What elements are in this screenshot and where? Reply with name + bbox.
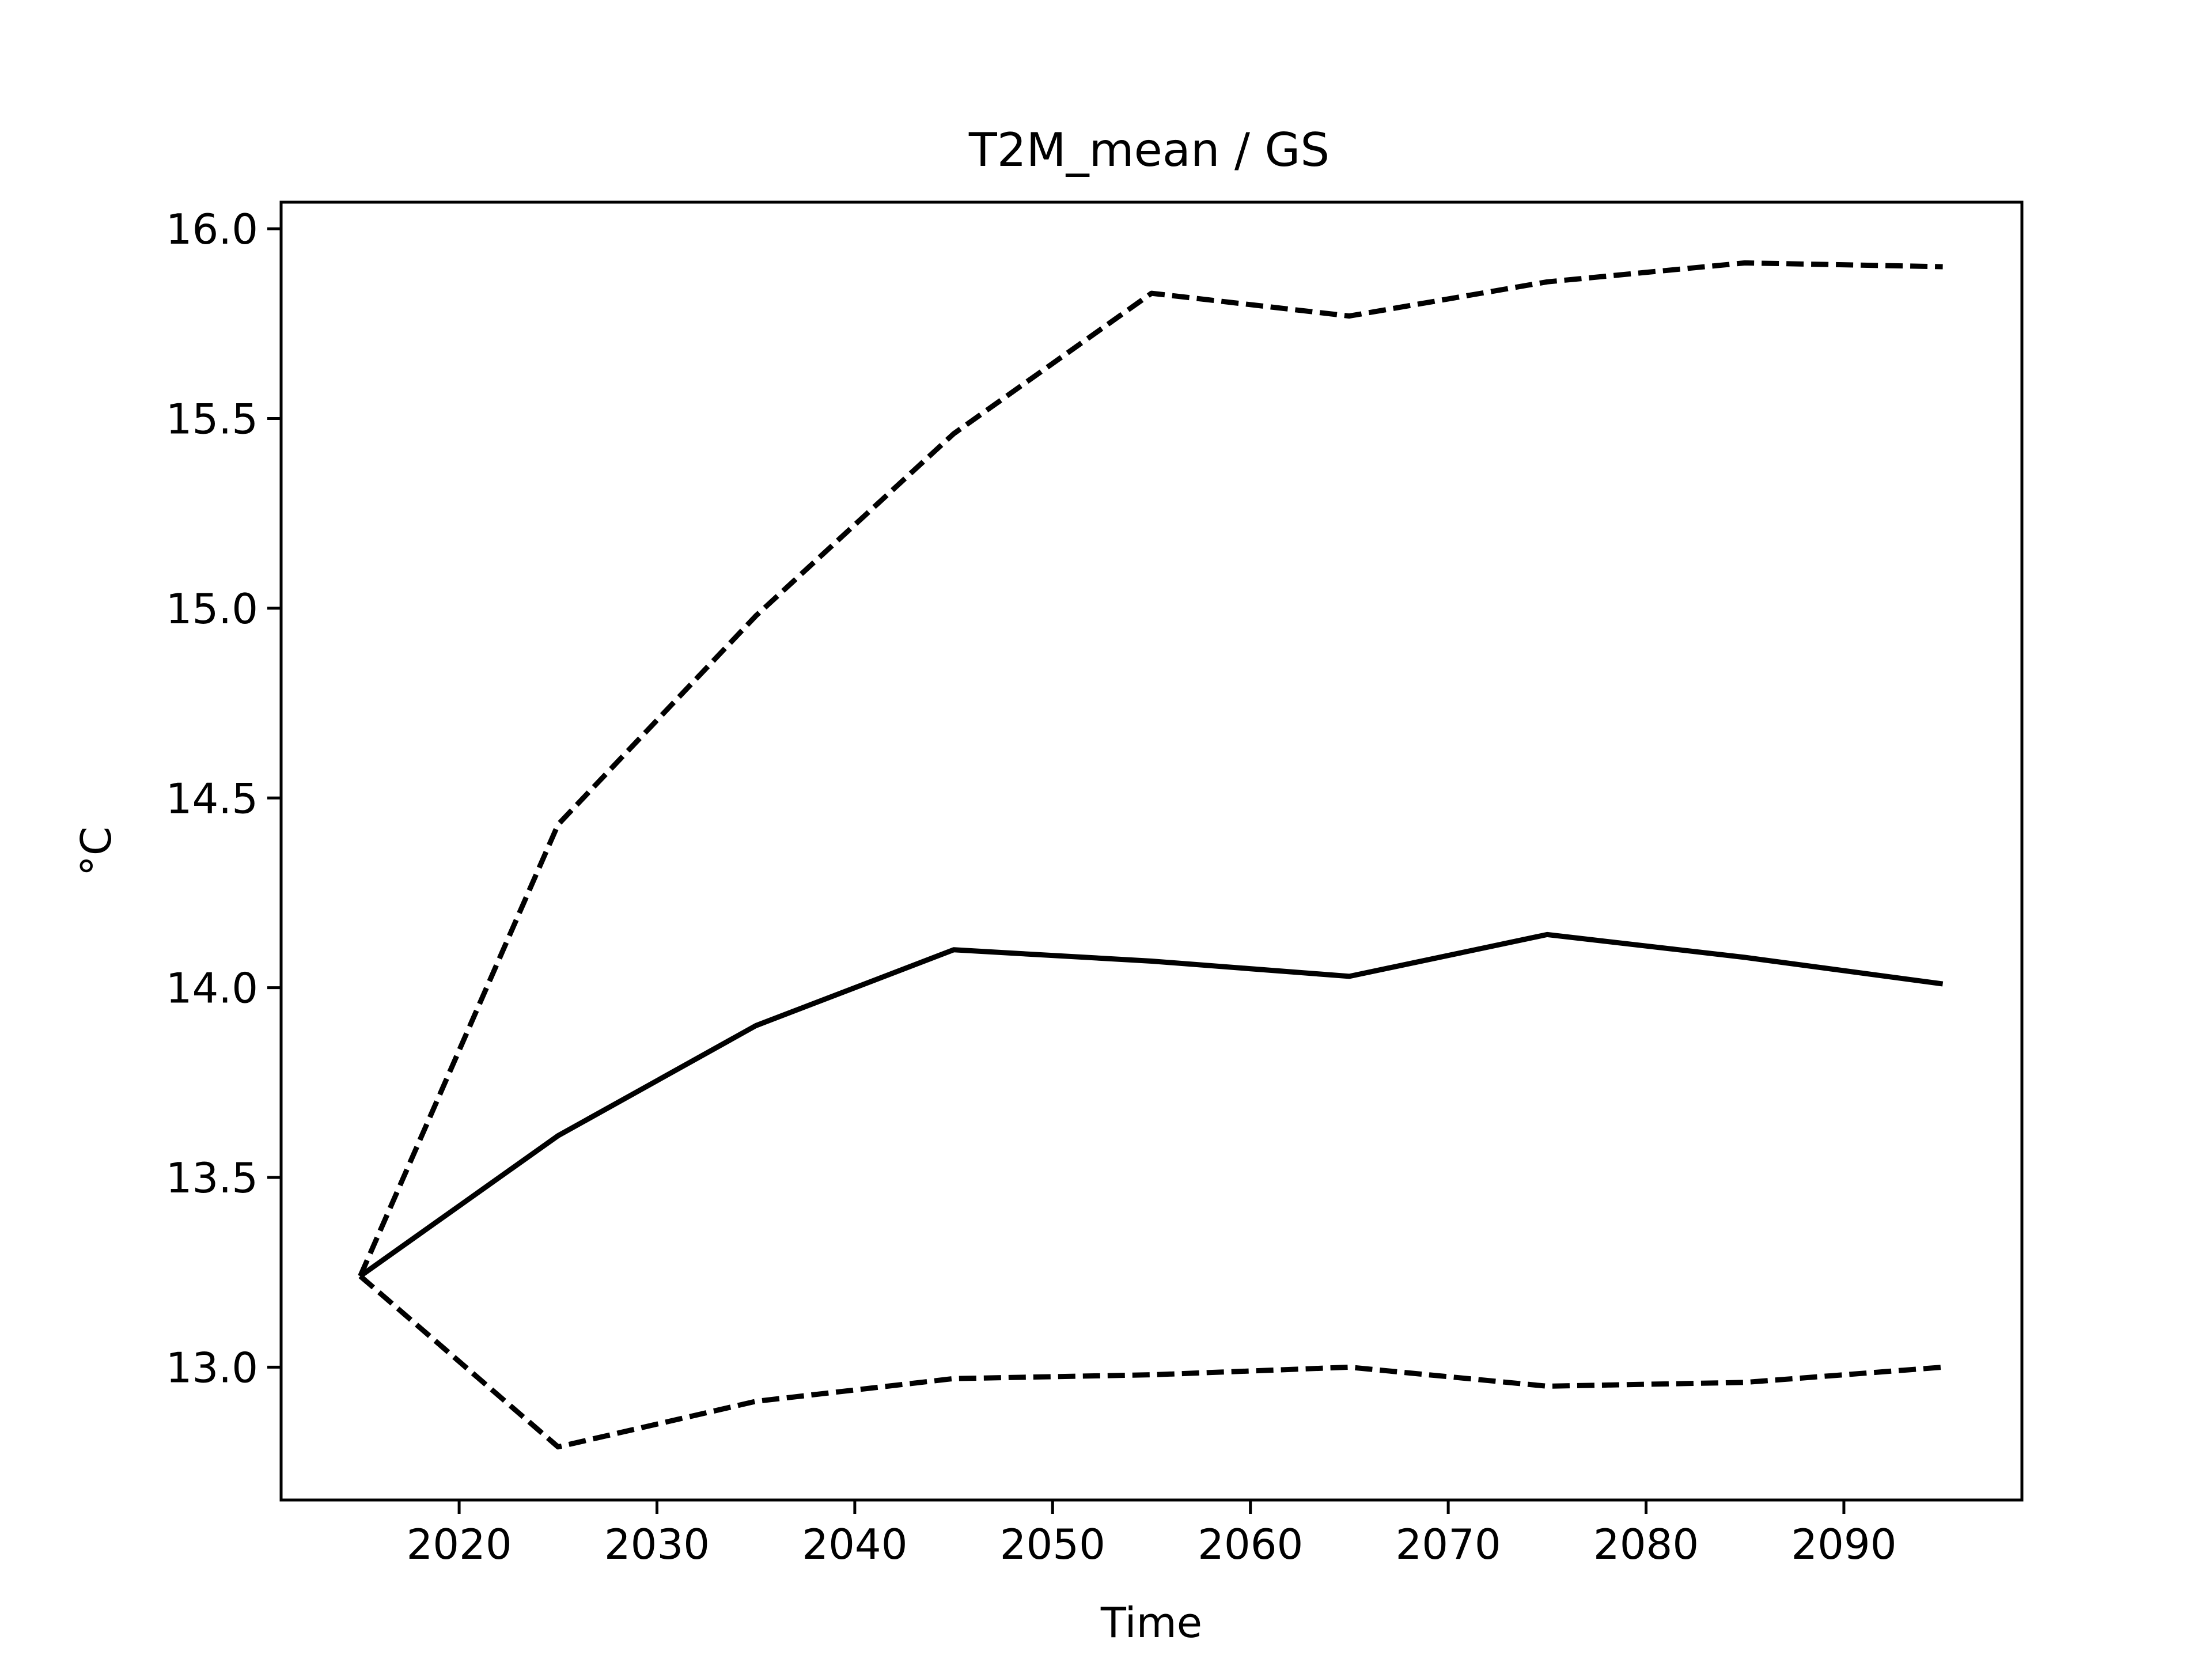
x-tick-label: 2090 — [1791, 1520, 1896, 1569]
x-tick-label: 2020 — [406, 1520, 512, 1569]
x-tick-label: 2070 — [1395, 1520, 1501, 1569]
x-axis-label: Time — [1100, 1599, 1202, 1647]
y-tick-label: 13.5 — [166, 1154, 258, 1202]
y-tick-label: 13.0 — [166, 1343, 258, 1392]
chart-title: T2M_mean / GS — [968, 123, 1330, 177]
x-axis-ticks: 2020 2030 2040 2050 2060 2070 2080 2090 — [406, 1500, 1897, 1569]
y-tick-label: 14.5 — [166, 774, 258, 823]
series-layer — [358, 260, 1944, 1450]
x-tick-label: 2080 — [1593, 1520, 1699, 1569]
x-tick-label: 2030 — [604, 1520, 710, 1569]
solid-line-series-1 — [358, 931, 1944, 1278]
y-axis-ticks: 13.0 13.5 14.0 14.5 15.0 15.5 16.0 — [166, 205, 281, 1392]
x-tick-label: 2060 — [1198, 1520, 1303, 1569]
dashed-line-series-2 — [358, 260, 1943, 1278]
x-tick-label: 2050 — [1000, 1520, 1105, 1569]
x-tick-label: 2040 — [802, 1520, 907, 1569]
plot-frame — [279, 200, 2024, 1502]
y-tick-label: 14.0 — [166, 964, 258, 1013]
y-tick-label: 15.0 — [166, 585, 258, 633]
y-tick-label: 16.0 — [166, 205, 258, 253]
y-tick-label: 15.5 — [166, 395, 258, 444]
dashed-line-series-3 — [358, 1274, 1943, 1450]
y-axis-label: °C — [72, 827, 120, 876]
